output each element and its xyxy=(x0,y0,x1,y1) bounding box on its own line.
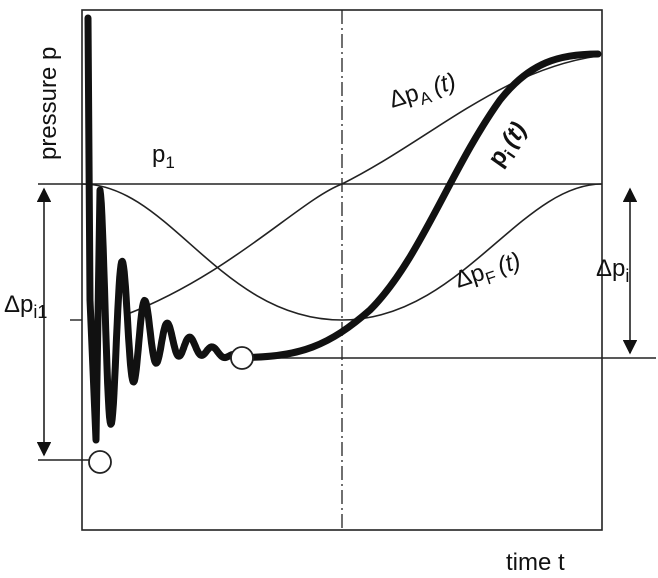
x-axis-label: time t xyxy=(506,549,565,576)
pi-curve xyxy=(84,14,602,444)
dpF-label: ΔpF(t) xyxy=(452,247,526,297)
settle-marker xyxy=(230,346,254,370)
y-axis-label: pressure p xyxy=(35,47,62,160)
p1-label: p1 xyxy=(152,141,175,172)
min-pressure-marker xyxy=(88,450,112,474)
dpi1-label: Δpi1 xyxy=(4,291,47,322)
dpF-curve xyxy=(81,183,603,321)
dpA-label: ΔpA(t) xyxy=(386,68,460,118)
dpA-curve xyxy=(124,55,599,316)
dpi-label: Δpi xyxy=(596,255,629,286)
pi-label: pi(t) xyxy=(483,117,536,174)
